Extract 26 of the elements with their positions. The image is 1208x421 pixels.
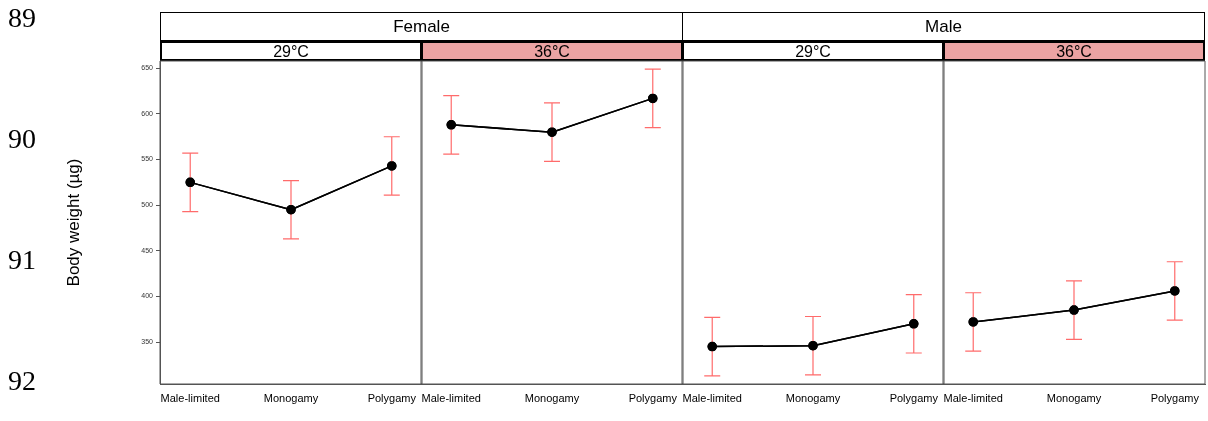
point [286, 204, 296, 215]
x-tick-label: Monogamy [524, 391, 580, 404]
chart-subtitle: Female [160, 12, 683, 41]
x-tick-label: Polygamy [1150, 391, 1200, 404]
point [185, 177, 195, 188]
chart-title: 29°C [160, 41, 422, 61]
x-tick-label: Polygamy [367, 391, 417, 404]
x-tick-label: Male-limited [160, 391, 220, 404]
chart-title: 29°C [682, 41, 944, 61]
x-tick-label: Polygamy [889, 391, 939, 404]
chart-title: 36°C [421, 41, 683, 61]
text: 91 [8, 244, 36, 276]
x-tick-label: Male-limited [421, 391, 481, 404]
x-tick-label: Polygamy [628, 391, 678, 404]
y-axis-title: Body weight (µg) [63, 158, 83, 287]
chart-subtitle: Male [682, 12, 1205, 41]
x-tick-label: Monogamy [1046, 391, 1102, 404]
text: 89 [8, 2, 36, 34]
text: 92 [8, 365, 36, 397]
x-tick-label: Monogamy [263, 391, 319, 404]
point [387, 161, 397, 171]
x-tick-label: Male-limited [682, 391, 742, 404]
x-tick-label: Monogamy [785, 391, 841, 404]
x-tick-label: Male-limited [943, 391, 1003, 404]
chart-title: 36°C [943, 41, 1205, 61]
text: 90 [8, 123, 36, 155]
